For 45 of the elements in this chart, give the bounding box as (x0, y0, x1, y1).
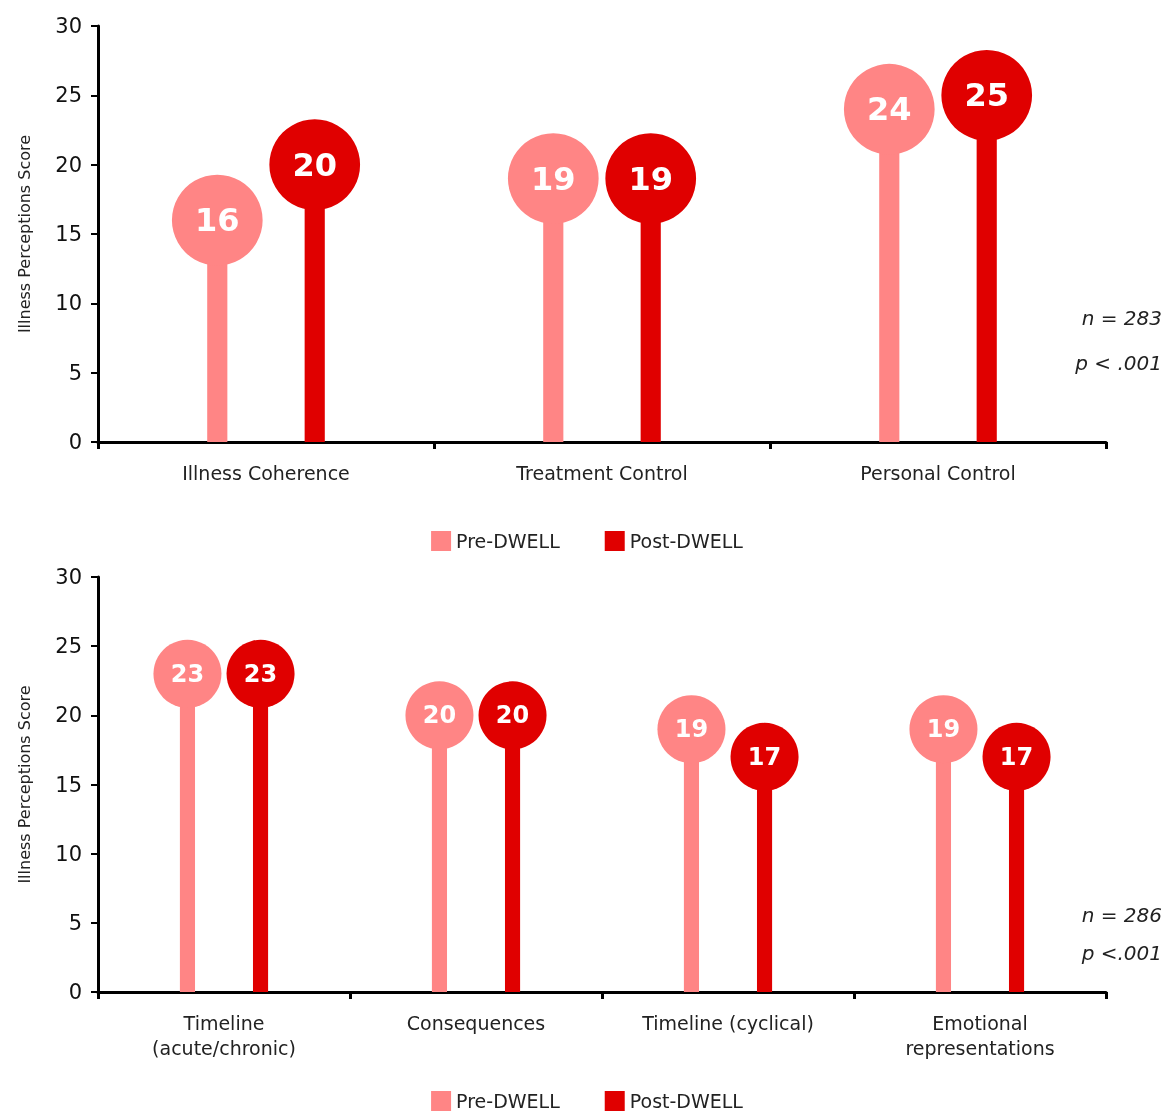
y-tick-label: 30 (55, 565, 82, 589)
data-label: 17 (747, 742, 782, 771)
y-tick-label: 5 (68, 360, 82, 385)
data-label: 23 (170, 659, 205, 688)
y-tick-label: 20 (55, 152, 82, 177)
annotation: p < .001 (1074, 351, 1162, 375)
annotation: n = 283 (1081, 306, 1163, 330)
annotation: p <.001 (1080, 941, 1162, 965)
data-label: 23 (243, 659, 278, 688)
x-tick-label: Timeline (acute/chronic) (152, 1011, 296, 1059)
data-label: 20 (292, 145, 337, 184)
x-tick-label: Treatment Control (515, 461, 688, 484)
y-tick-label: 25 (55, 634, 82, 659)
data-label: 16 (195, 201, 240, 240)
data-label: 19 (531, 159, 576, 198)
y-tick-label: 25 (55, 83, 82, 108)
y-tick-label: 10 (55, 291, 82, 316)
y-tick-label: 5 (68, 910, 82, 935)
y-tick-label: 0 (68, 430, 82, 454)
data-label: 17 (999, 742, 1034, 771)
legend-label: Pre-DWELL (456, 1090, 561, 1112)
data-label: 24 (867, 90, 912, 129)
x-tick-label: Timeline (cyclical) (641, 1011, 814, 1034)
y-tick-label: 30 (55, 14, 82, 38)
y-axis-title: Illness Perceptions Score (14, 685, 34, 884)
data-label: 20 (422, 701, 457, 730)
y-tick-label: 15 (55, 222, 82, 246)
y-axis-title: Illness Perceptions Score (14, 134, 34, 334)
legend-label: Post-DWELL (629, 530, 744, 552)
y-tick-label: 20 (55, 703, 82, 728)
x-tick-label: Consequences (406, 1011, 546, 1034)
annotation: n = 286 (1081, 903, 1163, 927)
legend-label: Post-DWELL (629, 1090, 744, 1112)
y-tick-label: 10 (55, 841, 82, 866)
x-tick-label: Emotional representations (905, 1011, 1055, 1059)
data-label: 20 (495, 701, 530, 730)
y-tick-label: 15 (55, 772, 82, 797)
x-tick-label: Illness Coherence (182, 461, 350, 484)
x-tick-label: Personal Control (860, 461, 1016, 484)
data-label: 19 (674, 715, 709, 744)
data-label: 19 (926, 715, 961, 744)
y-tick-label: 0 (68, 980, 82, 1004)
legend-label: Pre-DWELL (456, 530, 561, 552)
data-label: 25 (964, 76, 1009, 115)
data-label: 19 (628, 159, 673, 198)
